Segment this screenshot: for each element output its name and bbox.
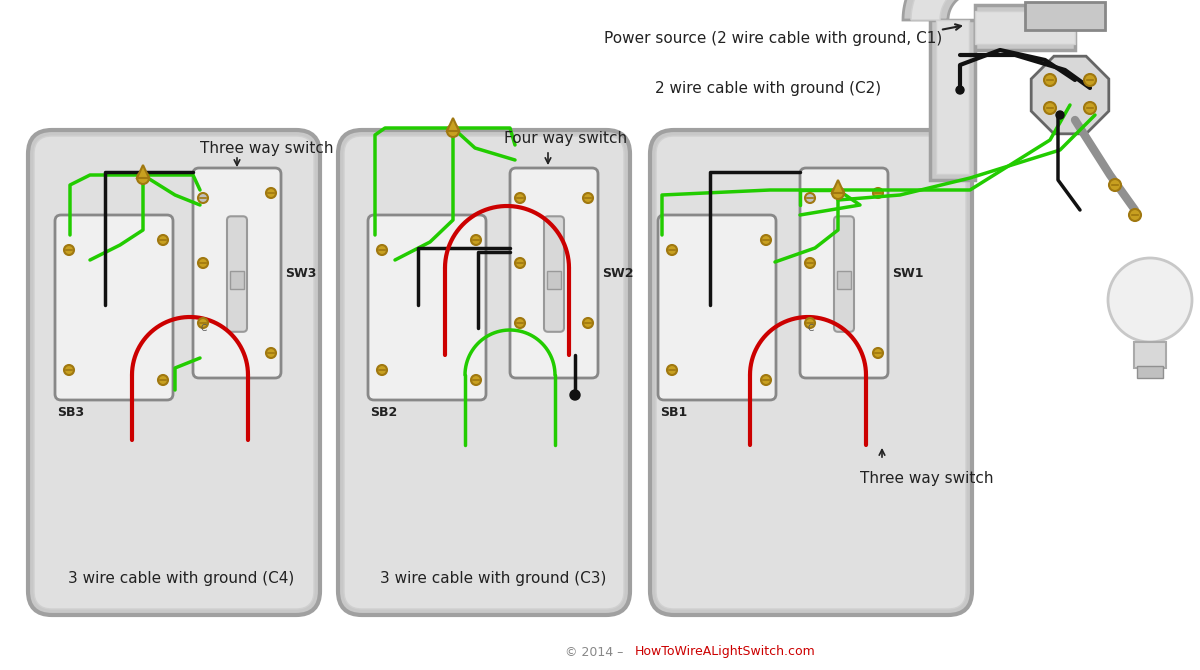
Circle shape xyxy=(956,86,964,94)
Text: 3 wire cable with ground (C3): 3 wire cable with ground (C3) xyxy=(380,570,606,586)
Circle shape xyxy=(198,193,208,203)
Circle shape xyxy=(1084,102,1096,114)
Bar xyxy=(974,5,1075,50)
FancyBboxPatch shape xyxy=(510,168,598,378)
Circle shape xyxy=(198,258,208,268)
Text: Three way switch: Three way switch xyxy=(200,141,334,155)
FancyBboxPatch shape xyxy=(834,216,854,332)
Bar xyxy=(1134,342,1166,368)
FancyBboxPatch shape xyxy=(800,168,888,378)
Circle shape xyxy=(1084,74,1096,86)
Circle shape xyxy=(515,193,524,203)
Text: Four way switch: Four way switch xyxy=(504,131,628,145)
Polygon shape xyxy=(832,180,844,193)
Circle shape xyxy=(667,245,677,255)
FancyBboxPatch shape xyxy=(650,130,972,615)
Text: SB2: SB2 xyxy=(370,405,397,419)
Text: 2 wire cable with ground (C2): 2 wire cable with ground (C2) xyxy=(655,80,881,96)
Circle shape xyxy=(832,187,844,199)
Text: 3 wire cable with ground (C4): 3 wire cable with ground (C4) xyxy=(68,570,294,586)
Text: SW2: SW2 xyxy=(602,267,634,279)
Circle shape xyxy=(805,258,815,268)
Circle shape xyxy=(1108,258,1192,342)
Text: Three way switch: Three way switch xyxy=(860,470,994,486)
Text: SW3: SW3 xyxy=(286,267,317,279)
FancyBboxPatch shape xyxy=(344,136,624,609)
Circle shape xyxy=(266,348,276,358)
Circle shape xyxy=(64,245,74,255)
Circle shape xyxy=(1044,74,1056,86)
Text: SW1: SW1 xyxy=(892,267,924,279)
Circle shape xyxy=(470,235,481,245)
Polygon shape xyxy=(137,165,149,178)
Text: C: C xyxy=(200,324,208,332)
Circle shape xyxy=(583,193,593,203)
Circle shape xyxy=(872,348,883,358)
FancyBboxPatch shape xyxy=(28,130,320,615)
Circle shape xyxy=(377,245,386,255)
Text: SB1: SB1 xyxy=(660,405,688,419)
Bar xyxy=(1025,2,1105,30)
Circle shape xyxy=(805,318,815,328)
Circle shape xyxy=(570,390,580,400)
Polygon shape xyxy=(446,118,458,131)
FancyBboxPatch shape xyxy=(338,130,630,615)
FancyBboxPatch shape xyxy=(544,216,564,332)
FancyBboxPatch shape xyxy=(34,136,314,609)
FancyBboxPatch shape xyxy=(656,136,966,609)
FancyBboxPatch shape xyxy=(368,215,486,400)
Circle shape xyxy=(137,172,149,184)
Text: C: C xyxy=(808,324,814,332)
Bar xyxy=(836,271,851,289)
Circle shape xyxy=(266,188,276,198)
Text: SB3: SB3 xyxy=(58,405,84,419)
Bar xyxy=(547,271,560,289)
Circle shape xyxy=(158,375,168,385)
Polygon shape xyxy=(902,0,974,20)
Bar xyxy=(974,11,1075,44)
Bar xyxy=(1136,366,1163,378)
Circle shape xyxy=(446,125,458,137)
Text: © 2014 –: © 2014 – xyxy=(565,645,628,659)
FancyBboxPatch shape xyxy=(55,215,173,400)
Circle shape xyxy=(1109,179,1121,191)
Bar xyxy=(930,20,974,180)
Circle shape xyxy=(805,193,815,203)
Circle shape xyxy=(1056,111,1064,119)
Bar xyxy=(230,271,244,289)
Text: Power source (2 wire cable with ground, C1): Power source (2 wire cable with ground, … xyxy=(604,31,942,46)
FancyBboxPatch shape xyxy=(227,216,247,332)
Polygon shape xyxy=(1031,56,1109,134)
Polygon shape xyxy=(911,0,974,20)
Text: HowToWireALightSwitch.com: HowToWireALightSwitch.com xyxy=(635,645,816,659)
Circle shape xyxy=(583,318,593,328)
FancyBboxPatch shape xyxy=(193,168,281,378)
Circle shape xyxy=(667,365,677,375)
Circle shape xyxy=(377,365,386,375)
Circle shape xyxy=(158,235,168,245)
Circle shape xyxy=(515,258,524,268)
Circle shape xyxy=(64,365,74,375)
Circle shape xyxy=(470,375,481,385)
Circle shape xyxy=(872,188,883,198)
Circle shape xyxy=(515,318,524,328)
Circle shape xyxy=(761,375,770,385)
Circle shape xyxy=(761,235,770,245)
Circle shape xyxy=(1044,102,1056,114)
FancyBboxPatch shape xyxy=(658,215,776,400)
Circle shape xyxy=(198,318,208,328)
Circle shape xyxy=(1129,209,1141,221)
Bar xyxy=(936,20,968,174)
